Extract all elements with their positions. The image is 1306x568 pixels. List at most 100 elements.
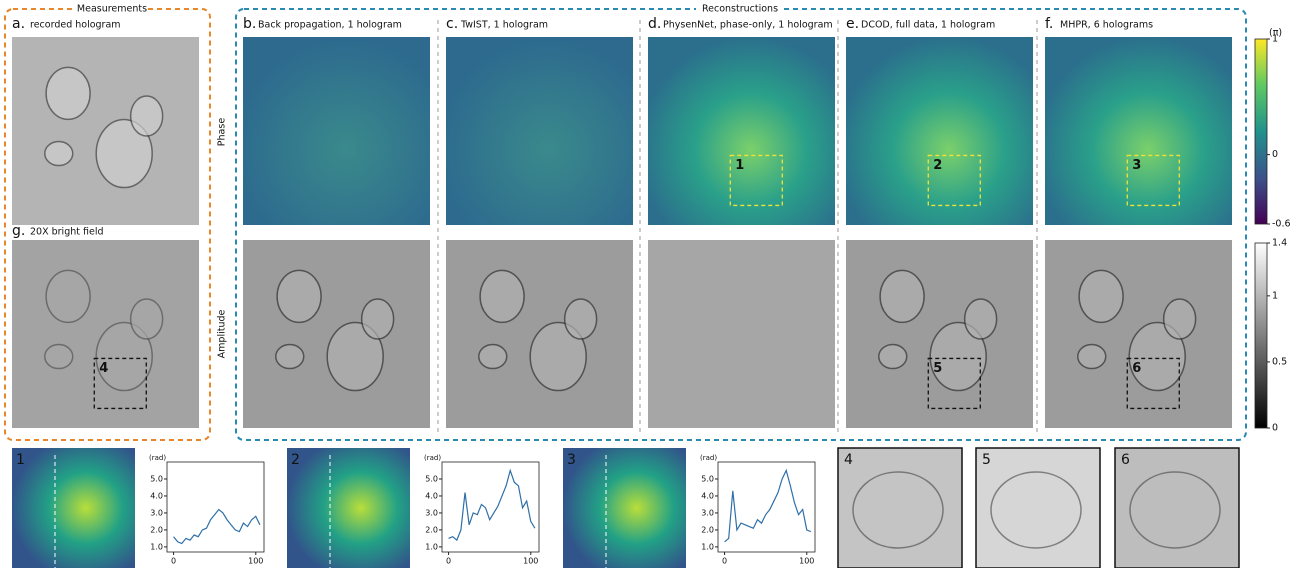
cell [529, 321, 587, 392]
y-axis-label: (rad) [700, 454, 717, 462]
panel-label: e. [846, 16, 859, 32]
panel-label: a. [12, 16, 25, 32]
cell [326, 321, 384, 392]
panel-caption: DCOD, full data, 1 hologram [861, 20, 995, 31]
cell [1129, 471, 1221, 549]
cell [95, 118, 153, 189]
cell [275, 343, 305, 370]
roi-box [729, 154, 783, 207]
zoom-label: 4 [844, 452, 853, 468]
zoom-label: 5 [982, 452, 991, 468]
y-tick-label: 1.0 [701, 542, 714, 551]
cell [1162, 298, 1197, 340]
cell [479, 269, 525, 324]
cell [929, 321, 987, 392]
phase-image [846, 37, 1033, 225]
profile [448, 468, 536, 542]
roi-label: 1 [735, 158, 744, 173]
roi-label: 2 [933, 158, 942, 173]
phase-image [243, 37, 430, 225]
profile [173, 508, 261, 545]
roi-box [1126, 154, 1180, 207]
cell [990, 471, 1082, 549]
zoom-label: 6 [1121, 452, 1130, 468]
y-tick-label: 2.0 [701, 525, 714, 534]
colorbar [1254, 38, 1268, 225]
y-tick-label: 1.0 [150, 542, 163, 551]
plot-frame [717, 461, 816, 553]
colorbar-tick-label: 0 [1272, 149, 1278, 160]
roi-label: 4 [99, 361, 108, 376]
panel-caption: TwIST, 1 hologram [460, 20, 548, 31]
x-tick-label: 0 [446, 557, 451, 566]
cell [44, 140, 74, 167]
cell [563, 298, 598, 340]
panel-label: g. [12, 223, 25, 239]
roi-box [927, 357, 981, 410]
y-tick-label: 2.0 [150, 525, 163, 534]
zoom-label: 3 [567, 452, 576, 468]
panel-label: f. [1045, 16, 1053, 32]
phase-image [648, 37, 835, 225]
panel-caption: 20X bright field [30, 227, 104, 238]
x-tick-label: 100 [248, 557, 263, 566]
roi-label: 5 [933, 361, 942, 376]
cell [360, 298, 395, 340]
cell [129, 298, 164, 340]
cell [45, 66, 91, 121]
cell [129, 95, 164, 137]
plot-frame [166, 461, 265, 553]
y-axis-label: (rad) [424, 454, 441, 462]
y-tick-label: 4.0 [701, 491, 714, 500]
x-tick-label: 100 [799, 557, 814, 566]
roi-label: 6 [1132, 361, 1141, 376]
zoom-label: 2 [291, 452, 300, 468]
y-tick-label: 2.0 [425, 525, 438, 534]
cell [95, 321, 153, 392]
phase-image [1045, 37, 1232, 225]
row-label: Amplitude [217, 310, 228, 359]
cell [45, 269, 91, 324]
roi-box [1126, 357, 1180, 410]
colorbar-tick-label: 1 [1272, 34, 1278, 45]
colorbar [1254, 242, 1268, 429]
colorbar-tick-label: 0 [1272, 423, 1278, 434]
y-axis-label: (rad) [149, 454, 166, 462]
panel-label: d. [648, 16, 661, 32]
reconstructions-title: Reconstructions [702, 4, 778, 15]
x-tick-label: 0 [722, 557, 727, 566]
x-tick-label: 100 [523, 557, 538, 566]
y-tick-label: 5.0 [701, 474, 714, 483]
colorbar-unit: (π) [1269, 28, 1282, 39]
cell [1078, 269, 1124, 324]
cell [478, 343, 508, 370]
roi-box [927, 154, 981, 207]
y-tick-label: 3.0 [701, 508, 714, 517]
cell [879, 269, 925, 324]
cell [1077, 343, 1107, 370]
x-tick-label: 0 [171, 557, 176, 566]
y-tick-label: 4.0 [150, 491, 163, 500]
cell [852, 471, 944, 549]
zoom-label: 1 [16, 452, 25, 468]
colorbar-tick-label: 1 [1272, 290, 1278, 301]
plot-frame [441, 461, 540, 553]
panel-caption: MHPR, 6 holograms [1060, 20, 1153, 31]
title-bg [696, 2, 784, 16]
panel-label: c. [446, 16, 458, 32]
y-tick-label: 4.0 [425, 491, 438, 500]
y-tick-label: 3.0 [150, 508, 163, 517]
y-tick-label: 3.0 [425, 508, 438, 517]
measurements-title: Measurements [77, 4, 147, 15]
cell [44, 343, 74, 370]
row-label: Phase [217, 118, 228, 147]
colorbar-tick-label: -0.6 [1272, 219, 1291, 230]
zoom-image [12, 448, 135, 568]
cell [963, 298, 998, 340]
y-tick-label: 5.0 [425, 474, 438, 483]
y-tick-label: 1.0 [425, 542, 438, 551]
phase-image [446, 37, 633, 225]
amplitude-image [648, 240, 835, 428]
colorbar-tick-label: 0.5 [1272, 356, 1287, 367]
